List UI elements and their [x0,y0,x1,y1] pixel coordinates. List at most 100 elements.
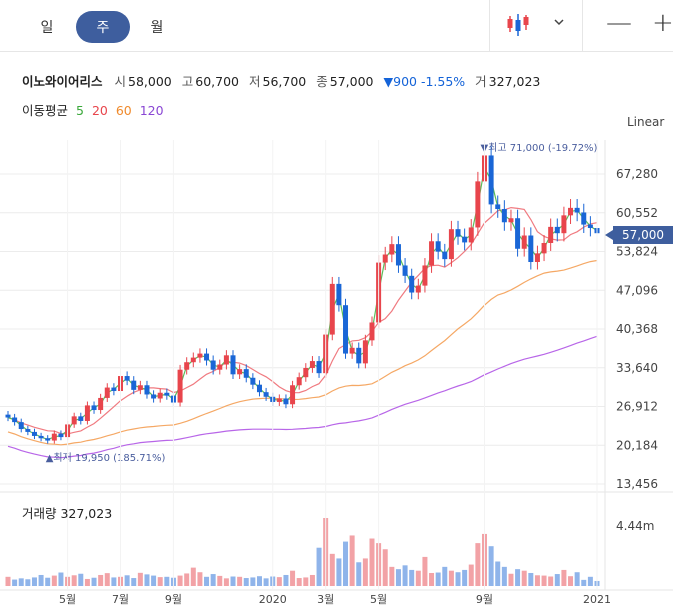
volume-bar [296,578,302,586]
period-month-button[interactable]: 월 [150,20,164,36]
candle-body [362,340,368,364]
candle-body [204,353,210,361]
volume-bar [389,566,395,586]
candle-body [58,433,64,438]
candle-body [495,204,501,210]
candle-body [316,361,322,374]
y-tick-label: 53,824 [616,245,658,259]
candle-body [336,283,342,306]
candle-body [574,207,580,213]
y-tick-label: 67,280 [616,167,658,181]
volume-bar [137,572,143,586]
candle-body [462,236,468,243]
candle-body [429,241,435,266]
open-value: 58,000 [128,74,172,89]
min-price-annotation: ▲최저 19,950 (185.71%) [46,452,166,464]
ma-20-line [7,206,598,435]
candle-body [369,322,375,341]
volume-bar [190,567,196,586]
volume-bar [91,577,97,586]
volume-bar [223,578,229,586]
volume-bar [481,533,487,586]
volume-bar [170,577,176,586]
period-day-button[interactable]: 일 [40,20,54,36]
candle-body [151,394,157,399]
candle-body [91,405,97,411]
candle-body [290,385,296,405]
volume-bar [376,543,382,586]
volume-bar [118,576,124,586]
volume-bar [349,535,355,586]
max-price-annotation: ▼최고 71,000 (-19.72%) [480,142,597,154]
volume-bar [402,565,408,586]
candle-body [71,416,77,425]
current-price-label: 57,000 [613,226,673,244]
x-tick-label: 2021 [583,593,611,606]
volume-bar [31,577,37,586]
x-tick-label: 2020 [259,593,287,606]
volume-bar [415,570,421,586]
candle-body [157,392,163,399]
x-tick-label: 9월 [165,593,182,606]
candle-body [25,429,31,432]
candle-body [541,242,547,254]
candle-body [12,417,18,423]
x-tick-label: 7월 [112,593,129,606]
volume-bar [362,558,368,586]
volume-value: 327,023 [488,74,541,89]
candle-body [190,357,196,363]
volume-bar [521,570,527,586]
volume-bar [548,576,554,586]
candle-body [243,369,249,378]
volume-bar [217,575,223,586]
candle-body [587,224,593,229]
candle-body [435,241,441,252]
candle-body [356,347,362,364]
volume-bar [574,572,580,586]
volume-bar [197,572,203,586]
candle-body [382,254,388,263]
add-chart-button[interactable]: + [652,8,673,38]
candle-body [402,265,408,276]
volume-bar [104,573,110,586]
volume-bar [230,576,236,586]
high-value: 60,700 [195,74,240,89]
candle-body [448,229,454,260]
volume-bar [256,576,262,586]
volume-bar [237,576,243,586]
volume-bar [243,578,249,586]
volume-bar [84,578,90,586]
candle-body [568,207,574,216]
volume-bar [508,573,514,586]
candle-body [455,229,461,237]
candle-body [283,398,289,405]
candle-body [124,376,130,381]
moving-average-label: 이동평균 [22,103,69,118]
candle-body [349,347,355,354]
candle-body [409,275,415,293]
candle-body [329,283,335,335]
scale-type-selector[interactable]: Linear [627,115,665,129]
volume-bar [515,569,521,586]
period-week-button[interactable]: 주 [76,11,130,43]
candle-body [389,244,395,255]
candle-body [144,385,150,395]
chevron-down-icon[interactable] [553,17,565,27]
minimize-button[interactable]: — [606,8,632,38]
toolbar-divider [582,0,583,52]
ma-5-line [7,166,598,441]
volume-bar [124,575,130,586]
volume-bar [448,570,454,586]
candle-body [323,334,329,374]
candle-body [395,244,401,266]
candle-body [65,424,71,438]
volume-bar [528,572,534,586]
candle-body [38,435,44,439]
moving-average-legend[interactable]: 이동평균 5 20 60 120 [22,100,168,119]
candlestick-type-icon[interactable] [506,12,530,38]
high-label: 고 [181,74,194,89]
open-label: 시 [114,74,127,89]
volume-bar [290,570,296,586]
candle-body [51,433,57,441]
